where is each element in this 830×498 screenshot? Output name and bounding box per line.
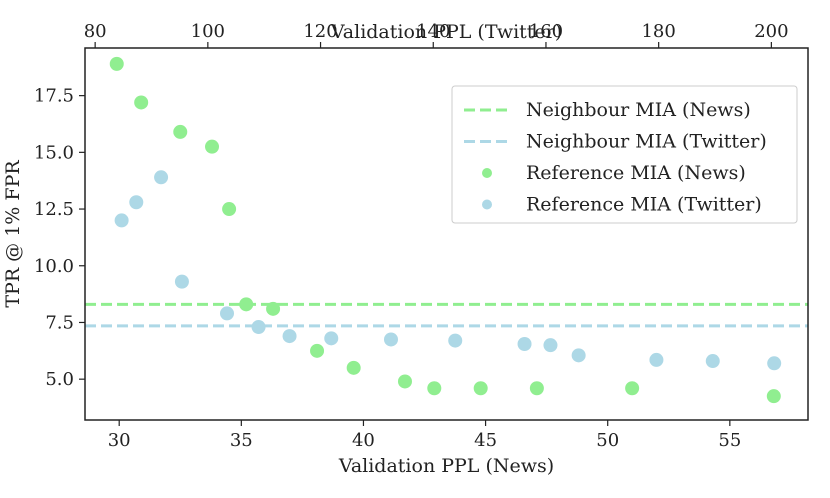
- point-s1-14: [705, 354, 720, 369]
- x-tick-label-0: 30: [108, 430, 131, 451]
- point-s1-3: [174, 274, 189, 289]
- x2-tick-label-6: 200: [754, 21, 788, 42]
- x2-tick-label-2: 120: [303, 21, 337, 42]
- y-tick-label-5: 17.5: [34, 86, 74, 107]
- point-s1-15: [767, 356, 782, 371]
- point-s0-7: [310, 343, 325, 358]
- point-s0-13: [625, 381, 640, 396]
- x-tick-label-3: 45: [474, 430, 497, 451]
- y-tick-label-4: 15.0: [34, 142, 74, 163]
- x-axis-top: 80 100 120 140 160 180 200: [84, 21, 789, 48]
- point-s0-9: [397, 374, 412, 389]
- point-s1-10: [517, 337, 532, 352]
- legend-box: [451, 85, 798, 224]
- point-s1-0: [114, 213, 129, 228]
- x-tick-label-1: 35: [230, 430, 253, 451]
- point-s0-1: [134, 95, 149, 110]
- y-tick-label-0: 5.0: [45, 369, 74, 390]
- x-axis-label: Validation PPL (News): [338, 455, 554, 477]
- point-s0-11: [473, 381, 488, 396]
- point-s0-5: [239, 297, 254, 312]
- top-x-axis-label: Validation PPL (Twitter): [330, 21, 562, 43]
- point-s1-9: [448, 333, 463, 348]
- point-s0-10: [427, 381, 442, 396]
- point-s1-6: [282, 329, 297, 344]
- point-s0-12: [529, 381, 544, 396]
- legend-swatch-3: [482, 199, 492, 210]
- point-s1-2: [154, 170, 169, 185]
- point-s1-12: [571, 348, 586, 363]
- point-s1-8: [383, 332, 398, 347]
- legend-swatch-2: [482, 168, 492, 178]
- point-s0-3: [205, 139, 220, 154]
- x-axis-bottom: 30 35 40 45 50 55: [108, 420, 741, 451]
- point-s1-5: [251, 320, 266, 334]
- legend-label-1: Neighbour MIA (Twitter): [526, 131, 767, 153]
- x2-tick-label-5: 180: [641, 21, 675, 42]
- x2-tick-label-1: 100: [191, 21, 225, 42]
- legend-label-0: Neighbour MIA (News): [526, 99, 751, 121]
- point-s0-14: [766, 389, 781, 404]
- y-tick-label-2: 10.0: [34, 256, 74, 277]
- y-tick-label-1: 7.5: [45, 312, 74, 333]
- point-s0-2: [173, 124, 188, 139]
- x-tick-label-5: 55: [718, 430, 741, 451]
- plot-frame: [84, 47, 809, 421]
- point-s1-4: [220, 306, 235, 321]
- y-axis: 5.0 7.5 10.0 12.5 15.0 17.5: [34, 86, 85, 390]
- y-axis-label: TPR @ 1% FPR: [2, 160, 24, 308]
- point-s0-0: [109, 56, 124, 71]
- point-s1-11: [543, 338, 558, 353]
- legend-label-2: Reference MIA (News): [526, 162, 746, 184]
- point-s1-13: [649, 352, 664, 367]
- point-s0-4: [222, 202, 237, 217]
- point-s1-7: [324, 331, 339, 346]
- x2-tick-label-4: 160: [529, 21, 563, 42]
- y-tick-label-3: 12.5: [34, 199, 74, 220]
- x2-tick-label-3: 140: [416, 21, 450, 42]
- legend-label-3: Reference MIA (Twitter): [526, 194, 762, 216]
- reference-lines: [85, 302, 808, 328]
- legend: Neighbour MIA (News) Neighbour MIA (Twitt…: [451, 85, 798, 224]
- point-s1-1: [129, 195, 144, 210]
- scatter-points: [109, 56, 782, 404]
- point-s0-6: [266, 301, 281, 316]
- x2-tick-label-0: 80: [84, 21, 107, 42]
- x-tick-label-2: 40: [352, 430, 375, 451]
- point-s0-8: [346, 360, 361, 375]
- x-tick-label-4: 50: [596, 430, 619, 451]
